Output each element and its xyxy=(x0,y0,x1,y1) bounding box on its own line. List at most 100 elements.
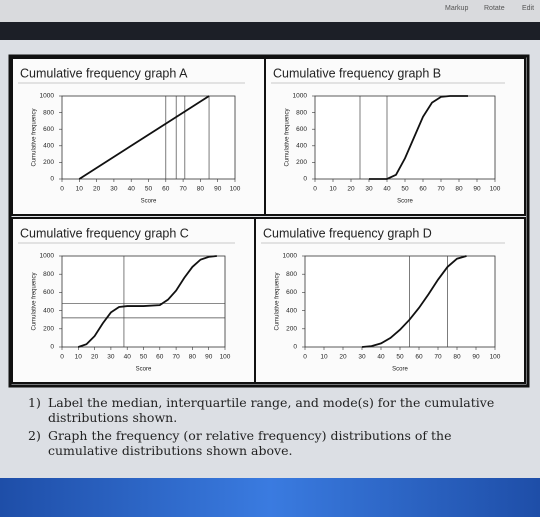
x-tick-label: 100 xyxy=(490,186,501,193)
x-tick-label: 10 xyxy=(329,186,337,193)
cumulative-curve xyxy=(369,95,468,180)
x-tick-label: 100 xyxy=(220,354,231,361)
y-tick-label: 600 xyxy=(296,126,307,133)
x-tick-label: 40 xyxy=(124,354,132,361)
chart-title: Cumulative frequency graph D xyxy=(263,226,432,240)
x-tick-label: 70 xyxy=(179,186,187,193)
x-tick-label: 30 xyxy=(110,186,118,193)
y-tick-label: 600 xyxy=(43,289,54,296)
question: 1) Label the median, interquartile range,… xyxy=(28,395,518,425)
x-tick-label: 20 xyxy=(93,186,101,193)
cumulative-curve xyxy=(361,255,467,348)
y-tick-label: 1000 xyxy=(40,93,55,100)
x-tick-label: 60 xyxy=(156,354,164,361)
x-tick-label: 80 xyxy=(455,186,463,193)
y-tick-label: 800 xyxy=(43,271,54,278)
question-text: Graph the frequency (or relative frequen… xyxy=(48,428,452,458)
chart-title: Cumulative frequency graph C xyxy=(20,226,189,240)
x-tick-label: 90 xyxy=(214,186,222,193)
cumulative-curve xyxy=(78,255,217,348)
x-axis-label: Score xyxy=(397,199,413,205)
y-axis-label: Cumulative frequency xyxy=(32,108,38,166)
chart: Cumulative frequency graph C020040060080… xyxy=(11,217,256,384)
y-tick-label: 600 xyxy=(286,289,297,296)
question: 2) Graph the frequency (or relative frequ… xyxy=(28,428,518,458)
x-tick-label: 20 xyxy=(347,186,355,193)
y-tick-label: 0 xyxy=(303,176,307,183)
x-tick-label: 100 xyxy=(490,354,501,361)
y-tick-label: 600 xyxy=(43,126,54,133)
y-tick-label: 800 xyxy=(296,109,307,116)
x-tick-label: 80 xyxy=(189,354,197,361)
chart-title: Cumulative frequency graph B xyxy=(273,66,441,80)
x-tick-label: 0 xyxy=(303,354,307,361)
y-tick-label: 400 xyxy=(43,307,54,314)
chart: Cumulative frequency graph D020040060080… xyxy=(254,217,526,384)
chart-title: Cumulative frequency graph A xyxy=(20,66,188,80)
toolbar: Markup Rotate Edit xyxy=(0,0,540,22)
y-tick-label: 0 xyxy=(50,344,54,351)
x-tick-label: 20 xyxy=(91,354,99,361)
x-tick-label: 10 xyxy=(75,354,83,361)
toolbar-button[interactable]: Markup xyxy=(445,5,469,12)
question-number: 2) xyxy=(28,428,41,443)
x-tick-label: 50 xyxy=(401,186,409,193)
question-text: Label the median, interquartile range, a… xyxy=(48,395,495,425)
x-tick-label: 70 xyxy=(434,354,442,361)
y-tick-label: 1000 xyxy=(40,253,55,260)
x-tick-label: 70 xyxy=(437,186,445,193)
x-tick-label: 80 xyxy=(197,186,205,193)
x-tick-label: 10 xyxy=(320,354,328,361)
y-tick-label: 200 xyxy=(43,159,54,166)
x-tick-label: 30 xyxy=(107,354,115,361)
x-axis-label: Score xyxy=(136,367,152,373)
x-tick-label: 60 xyxy=(419,186,427,193)
y-tick-label: 200 xyxy=(43,326,54,333)
x-tick-label: 100 xyxy=(230,186,241,193)
y-axis-label: Cumulative frequency xyxy=(32,272,38,330)
x-tick-label: 90 xyxy=(472,354,480,361)
cumulative-curve xyxy=(78,95,210,180)
x-tick-label: 0 xyxy=(60,354,64,361)
y-axis-label: Cumulative frequency xyxy=(285,108,291,166)
panel-frame xyxy=(8,54,530,388)
x-tick-label: 90 xyxy=(473,186,481,193)
y-tick-label: 200 xyxy=(296,159,307,166)
x-tick-label: 70 xyxy=(172,354,180,361)
x-tick-label: 40 xyxy=(383,186,391,193)
y-tick-label: 0 xyxy=(293,344,297,351)
x-axis-label: Score xyxy=(141,199,157,205)
x-tick-label: 90 xyxy=(205,354,213,361)
y-tick-label: 200 xyxy=(286,326,297,333)
x-tick-label: 50 xyxy=(140,354,148,361)
x-tick-label: 30 xyxy=(365,186,373,193)
x-tick-label: 80 xyxy=(453,354,461,361)
question-number: 1) xyxy=(28,395,41,410)
x-tick-label: 30 xyxy=(358,354,366,361)
y-tick-label: 0 xyxy=(50,176,54,183)
toolbar-button[interactable]: Rotate xyxy=(484,5,505,12)
toolbar-button[interactable]: Edit xyxy=(522,5,535,12)
y-tick-label: 400 xyxy=(43,143,54,150)
x-axis-label: Score xyxy=(392,367,408,373)
plot-area xyxy=(61,95,236,180)
questions: 1) Label the median, interquartile range,… xyxy=(28,395,518,461)
taskbar xyxy=(0,478,540,517)
x-tick-label: 40 xyxy=(377,354,385,361)
x-tick-label: 60 xyxy=(162,186,170,193)
x-tick-label: 0 xyxy=(313,186,317,193)
plot-area xyxy=(304,255,496,348)
y-tick-label: 800 xyxy=(43,109,54,116)
plot-area xyxy=(61,255,226,348)
x-tick-label: 50 xyxy=(145,186,153,193)
y-axis-label: Cumulative frequency xyxy=(275,272,281,330)
x-tick-label: 50 xyxy=(396,354,404,361)
x-tick-label: 60 xyxy=(415,354,423,361)
y-tick-label: 1000 xyxy=(293,93,308,100)
y-tick-label: 800 xyxy=(286,271,297,278)
chart: Cumulative frequency graph B020040060080… xyxy=(264,57,526,216)
y-tick-label: 1000 xyxy=(283,253,298,260)
y-tick-label: 400 xyxy=(296,143,307,150)
